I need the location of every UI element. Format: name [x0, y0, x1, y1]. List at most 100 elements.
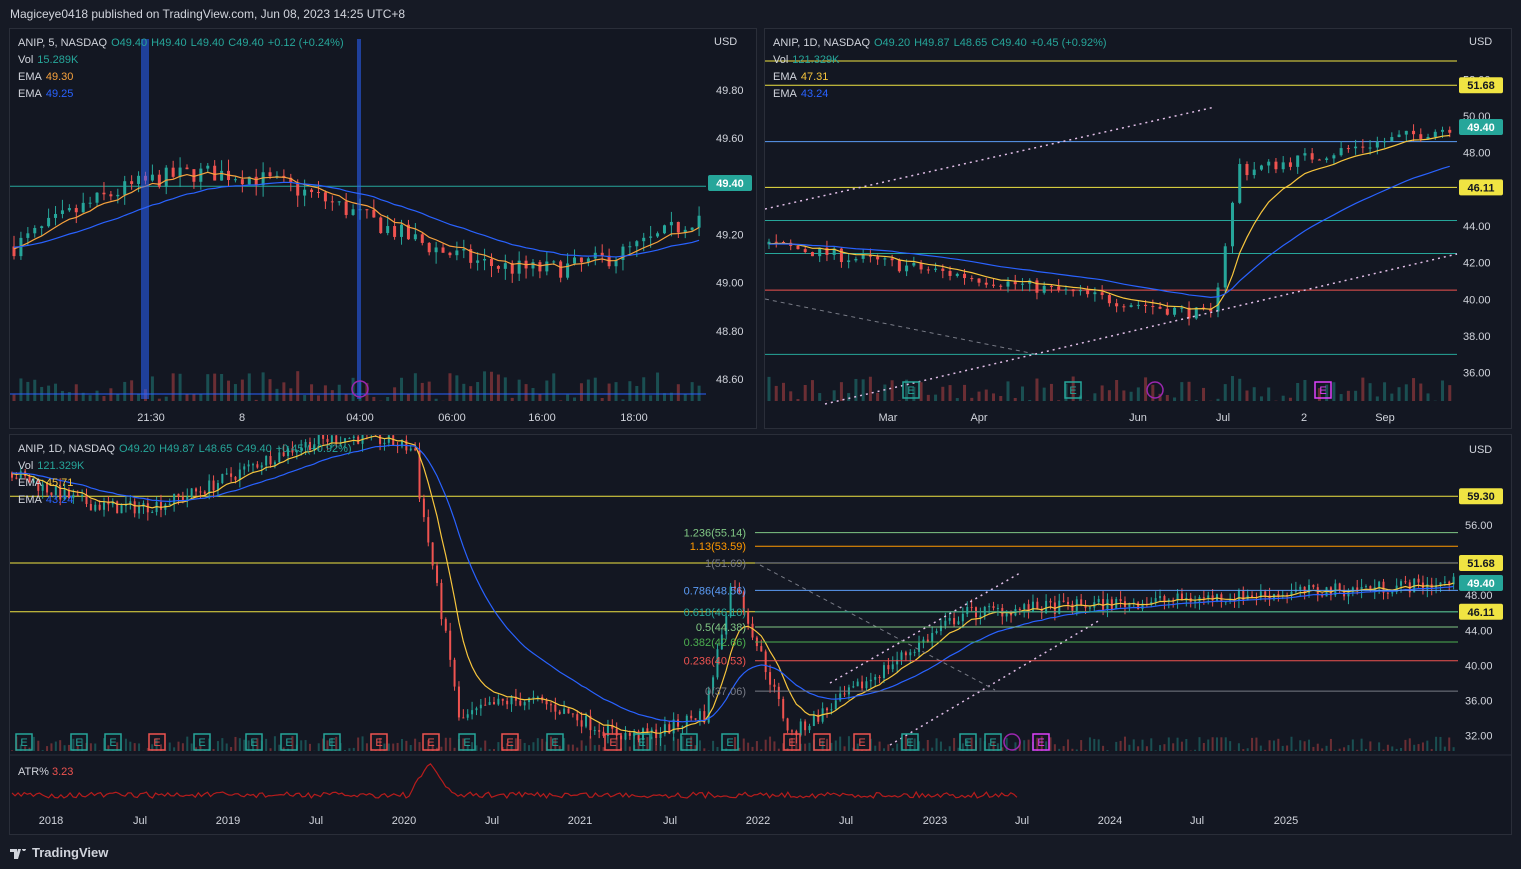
- y-tick-label: 36.00: [1465, 695, 1493, 707]
- intraday-chart-canvas[interactable]: USD 49.8049.6049.4049.2049.0048.8048.60 …: [10, 29, 756, 428]
- candle-body: [600, 252, 604, 256]
- candle-body: [287, 448, 290, 456]
- volume-bar: [790, 738, 793, 751]
- candle-body: [72, 494, 75, 499]
- candle-body: [559, 261, 563, 278]
- volume-bar: [545, 380, 549, 401]
- candle-body: [1277, 594, 1280, 597]
- symbol-label[interactable]: ANIP, 1D, NASDAQ: [18, 443, 115, 455]
- earnings-marker-text: E: [285, 737, 292, 749]
- volume-bar: [431, 744, 434, 751]
- volume-bar: [536, 738, 539, 751]
- volume-bar: [19, 378, 23, 401]
- volume-bar: [593, 377, 597, 401]
- candle-body: [538, 262, 542, 272]
- candle-body: [1375, 141, 1379, 148]
- symbol-label[interactable]: ANIP, 1D, NASDAQ: [773, 37, 870, 49]
- earnings-marker-text: E: [1319, 385, 1326, 397]
- volume-bar: [89, 743, 92, 751]
- candle-body: [1216, 287, 1220, 312]
- volume-bar: [1229, 741, 1232, 751]
- volume-bar: [1045, 741, 1048, 751]
- candle-body: [738, 588, 741, 593]
- volume-bar: [1115, 379, 1119, 401]
- volume-bar: [532, 742, 535, 751]
- candle-body: [1383, 141, 1387, 143]
- candle-body: [669, 221, 673, 226]
- candle-body: [1238, 164, 1242, 203]
- ema-slow-label[interactable]: EMA: [18, 88, 42, 100]
- volume-bar: [681, 736, 684, 751]
- candle-body: [856, 681, 859, 687]
- x-tick-label: Jul: [133, 815, 147, 827]
- candle-body: [1274, 161, 1278, 170]
- volume-bar: [361, 736, 364, 751]
- candle-body: [782, 699, 785, 719]
- candle-body: [216, 483, 219, 491]
- volume-bar: [1325, 745, 1328, 751]
- volume-bar: [948, 746, 951, 751]
- earnings-marker-text: E: [818, 737, 825, 749]
- high-value: H49.87: [159, 443, 195, 455]
- volume-bar: [133, 743, 136, 751]
- candle-body: [777, 686, 780, 700]
- earnings-marker-icon: [546, 733, 564, 751]
- volume-bar: [767, 376, 771, 401]
- candle-body: [563, 708, 566, 714]
- volume-bar: [854, 378, 858, 401]
- ema-fast-label[interactable]: EMA: [18, 71, 42, 83]
- tradingview-logo[interactable]: TradingView: [10, 845, 108, 860]
- vol-label[interactable]: Vol: [18, 460, 34, 472]
- volume-bar: [233, 384, 237, 401]
- candle-body: [1080, 599, 1083, 606]
- fib-level-label: 0.236(40.53): [684, 656, 746, 668]
- volume-bar: [1252, 387, 1256, 401]
- ema-fast-line: [13, 171, 700, 269]
- x-tick-label: 2024: [1098, 815, 1122, 827]
- x-tick-label: 04:00: [346, 412, 374, 424]
- daily-chart-canvas[interactable]: USD 52.0050.0048.0044.0042.0040.0038.003…: [765, 29, 1511, 428]
- chart-pane-daily-zoom[interactable]: ANIP, 1D, NASDAQ O49.20 H49.87 L48.65 C49.40…: [764, 28, 1512, 429]
- candle-body: [961, 613, 964, 622]
- candle-body: [116, 194, 120, 197]
- candle-body: [469, 249, 473, 263]
- candle-body: [1040, 609, 1043, 614]
- vol-label[interactable]: Vol: [773, 54, 789, 66]
- earnings-marker-icon: [680, 733, 698, 751]
- earnings-marker-icon: [901, 733, 919, 751]
- earnings-marker-text: E: [906, 737, 913, 749]
- symbol-label[interactable]: ANIP, 5, NASDAQ: [18, 37, 108, 49]
- currency-label: USD: [1469, 36, 1492, 48]
- low-value: L49.40: [190, 37, 225, 49]
- chart-pane-intraday[interactable]: ANIP, 5, NASDAQ O49.40 H49.40 L49.40 C49.40 +…: [9, 28, 757, 429]
- chart-pane-daily-long[interactable]: ANIP, 1D, NASDAQ O49.20 H49.87 L48.65 C49.40…: [9, 434, 1512, 835]
- candle-body: [1154, 598, 1157, 602]
- candle-body: [129, 501, 132, 505]
- candle-body: [839, 693, 842, 701]
- ema-slow-label[interactable]: EMA: [18, 494, 42, 506]
- volume-bar: [488, 749, 491, 751]
- candle-body: [393, 226, 397, 237]
- candle-body: [1093, 292, 1097, 295]
- candle-body: [383, 442, 386, 444]
- ema-fast-label[interactable]: EMA: [773, 71, 797, 83]
- volume-bar: [1383, 382, 1387, 401]
- volume-bar: [1097, 739, 1100, 751]
- ema-slow-label[interactable]: EMA: [773, 88, 797, 100]
- ema-fast-label[interactable]: EMA: [18, 477, 42, 489]
- volume-bar: [102, 396, 106, 401]
- candle-body: [1338, 583, 1341, 591]
- volume-bar: [240, 379, 244, 401]
- atr-label[interactable]: ATR%: [18, 766, 49, 778]
- long-term-chart-canvas[interactable]: USD 56.00 48.00 44.00 40.00 36.00 32.00 2018 J…: [10, 435, 1511, 834]
- candle-body: [59, 485, 62, 500]
- price-badge: [1459, 574, 1503, 591]
- volume-bar: [1413, 744, 1416, 751]
- volume-bar: [1158, 393, 1162, 401]
- volume-bar: [303, 395, 307, 401]
- volume-bar: [1020, 386, 1024, 401]
- candle-body: [593, 730, 596, 732]
- candle-body: [1119, 598, 1122, 602]
- vol-label[interactable]: Vol: [18, 54, 34, 66]
- candle-body: [1062, 600, 1065, 602]
